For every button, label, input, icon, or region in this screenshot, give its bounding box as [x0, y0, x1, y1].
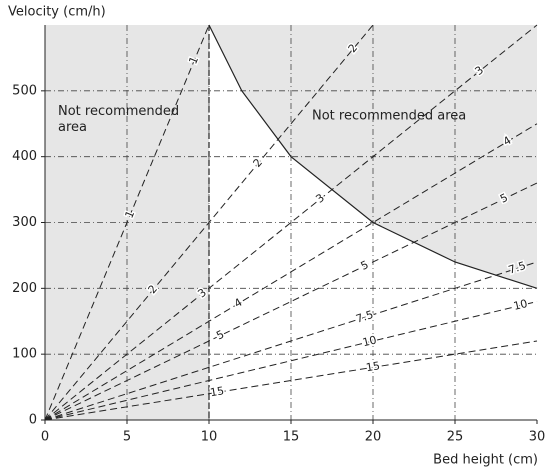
x-tick-label: 25	[447, 430, 464, 445]
annotation-line: area	[58, 120, 87, 135]
annotation: Not recommended area	[58, 104, 179, 135]
residence-time-line	[44, 24, 210, 421]
x-tick-label: 5	[123, 430, 131, 445]
y-axis-label: Velocity (cm/h)	[8, 5, 106, 20]
limit-curve	[208, 24, 538, 289]
residence-time-line	[44, 182, 538, 421]
annotation: Not recommended area	[312, 109, 466, 124]
x-axis-label: Bed height (cm)	[433, 453, 538, 467]
x-tick-label: 10	[201, 430, 218, 445]
y-tick-label: 0	[29, 413, 37, 428]
line-label: 10	[512, 297, 529, 313]
y-tick-label: 400	[12, 149, 37, 164]
y-tick-label: 200	[12, 281, 37, 296]
residence-time-line	[44, 261, 538, 421]
residence-time-line	[44, 24, 374, 421]
x-tick-label: 20	[365, 430, 382, 445]
line-label: 4	[232, 296, 245, 311]
y-tick-label: 300	[12, 215, 37, 230]
x-tick-label: 0	[41, 430, 49, 445]
x-tick-label: 30	[529, 430, 545, 445]
residence-time-line	[44, 340, 538, 421]
line-label: 5	[214, 328, 226, 343]
line-label: 15	[209, 384, 225, 399]
annotation-line: Not recommended	[58, 104, 179, 119]
residence-time-line	[44, 301, 538, 421]
y-tick-label: 100	[12, 347, 37, 362]
residence-time-line	[44, 24, 538, 421]
x-tick-label: 15	[283, 430, 300, 445]
line-label: 10	[361, 333, 378, 349]
y-tick-label: 500	[12, 83, 37, 98]
line-label: 15	[365, 359, 381, 374]
residence-time-line	[44, 123, 538, 421]
line-label: 7.5	[354, 308, 375, 326]
line-label: 2	[251, 156, 265, 170]
line-label: 5	[359, 258, 371, 273]
